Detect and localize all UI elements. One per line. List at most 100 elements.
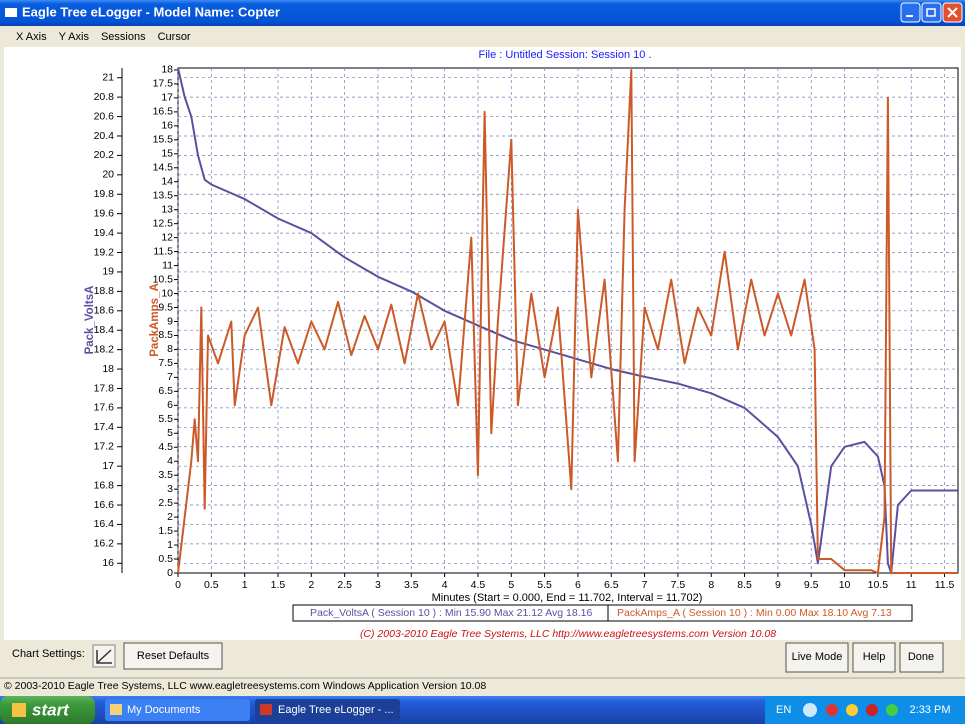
y2-tick-label: 13 (161, 203, 173, 215)
y2-tick-label: 16.5 (153, 106, 174, 118)
y2-tick-label: 5 (167, 427, 173, 439)
y2-tick-label: 6.5 (158, 385, 173, 397)
y2-tick-label: 7.5 (158, 357, 173, 369)
y-tick-label: 18.2 (94, 343, 115, 355)
y2-tick-label: 5.5 (158, 413, 173, 425)
y-tick-label: 19.4 (94, 227, 115, 239)
x-tick-label: 3 (375, 579, 381, 591)
y2-tick-label: 16 (161, 120, 173, 132)
tray-icon (826, 704, 838, 716)
y2-tick-label: 12.5 (153, 217, 174, 229)
y2-tick-label: 0 (167, 567, 173, 579)
task-icon (110, 704, 122, 715)
chart-title: File : Untitled Session: Session 10 . (478, 49, 651, 61)
y-tick-label: 19.6 (94, 207, 115, 219)
y2-tick-label: 2.5 (158, 497, 173, 509)
menu-item[interactable]: Sessions (101, 31, 146, 43)
y2-axis-label: PackAmps_A (149, 283, 161, 357)
legend-entry: Pack_VoltsA ( Session 10 ) : Min 15.90 M… (310, 607, 592, 619)
x-tick-label: 9.5 (804, 579, 819, 591)
task-button[interactable] (105, 699, 250, 721)
y2-tick-label: 10.5 (153, 273, 174, 285)
chart-settings-icon (96, 649, 112, 664)
y2-tick-label: 15 (161, 148, 173, 160)
x-tick-label: 4.5 (471, 579, 486, 591)
x-tick-label: 6.5 (604, 579, 619, 591)
y2-tick-label: 7 (167, 371, 173, 383)
y2-tick-label: 12 (161, 231, 173, 243)
button-label: Live Mode (792, 651, 843, 663)
y2-tick-label: 14 (161, 176, 173, 188)
y2-tick-label: 2 (167, 511, 173, 523)
y-tick-label: 20 (102, 169, 114, 181)
tray-icon (803, 703, 817, 717)
system-tray (765, 696, 965, 724)
x-tick-label: 5.5 (537, 579, 552, 591)
task-label: Eagle Tree eLogger - ... (278, 704, 394, 716)
x-tick-label: 5 (508, 579, 514, 591)
credit: (C) 2003-2010 Eagle Tree Systems, LLC ht… (360, 628, 776, 640)
language-indicator: EN (776, 704, 791, 716)
x-tick-label: 8 (708, 579, 714, 591)
x-tick-label: 8.5 (737, 579, 752, 591)
y2-tick-label: 13.5 (153, 189, 174, 201)
y2-tick-label: 14.5 (153, 162, 174, 174)
menu-item[interactable]: X Axis (16, 31, 47, 43)
x-tick-label: 9 (775, 579, 781, 591)
menu-item[interactable]: Cursor (158, 31, 191, 43)
y-tick-label: 17.6 (94, 402, 115, 414)
button-label: Reset Defaults (137, 650, 210, 662)
x-tick-label: 1 (242, 579, 248, 591)
y2-tick-label: 10 (161, 287, 173, 299)
y-tick-label: 20.4 (94, 130, 115, 142)
y2-tick-label: 9.5 (158, 301, 173, 313)
y2-tick-label: 1.5 (158, 525, 173, 537)
start-label: start (32, 700, 70, 719)
button-label: Done (908, 651, 934, 663)
app-icon (5, 8, 17, 17)
x-tick-label: 10.5 (868, 579, 889, 591)
minimize-button[interactable] (900, 2, 921, 23)
y-tick-label: 19 (102, 266, 114, 278)
y2-tick-label: 4 (167, 455, 173, 467)
x-tick-label: 11.5 (935, 579, 955, 591)
button-label: Help (863, 651, 886, 663)
y-tick-label: 21 (102, 71, 114, 83)
live-mode-button[interactable] (785, 642, 849, 673)
x-tick-label: 10 (839, 579, 851, 591)
y2-tick-label: 1 (167, 539, 173, 551)
reset-defaults-button[interactable] (123, 642, 223, 670)
y2-tick-label: 3 (167, 483, 173, 495)
help-button[interactable] (852, 642, 896, 673)
tray-icon (886, 704, 898, 716)
y2-tick-label: 11 (162, 259, 173, 271)
task-icon (260, 704, 272, 715)
tray-icon (866, 704, 878, 716)
x-tick-label: 7 (642, 579, 648, 591)
y-tick-label: 18.6 (94, 305, 115, 317)
y-tick-label: 18.4 (94, 324, 115, 336)
x-axis-label: Minutes (Start = 0.000, End = 11.702, In… (432, 592, 703, 604)
y2-tick-label: 18 (161, 64, 173, 76)
restore-button[interactable] (921, 2, 942, 23)
x-tick-label: 11 (906, 579, 917, 591)
task-button-active[interactable] (255, 699, 400, 721)
y-tick-label: 20.6 (94, 110, 115, 122)
menu-bar (0, 26, 965, 47)
y2-tick-label: 8 (167, 343, 173, 355)
y-tick-label: 20.8 (94, 91, 115, 103)
plot-area (177, 67, 959, 574)
done-button[interactable] (899, 642, 944, 673)
clock: 2:33 PM (910, 704, 951, 716)
menu-item[interactable]: Y Axis (59, 31, 90, 43)
tray-icon (846, 704, 858, 716)
restore-icon (926, 8, 936, 17)
minimize-icon (906, 15, 913, 17)
y-tick-label: 18.8 (94, 285, 115, 297)
y2-tick-label: 17.5 (153, 78, 174, 90)
x-tick-label: 4 (442, 579, 448, 591)
status-text: © 2003-2010 Eagle Tree Systems, LLC www.… (4, 680, 486, 692)
y-tick-label: 16.2 (94, 538, 115, 550)
